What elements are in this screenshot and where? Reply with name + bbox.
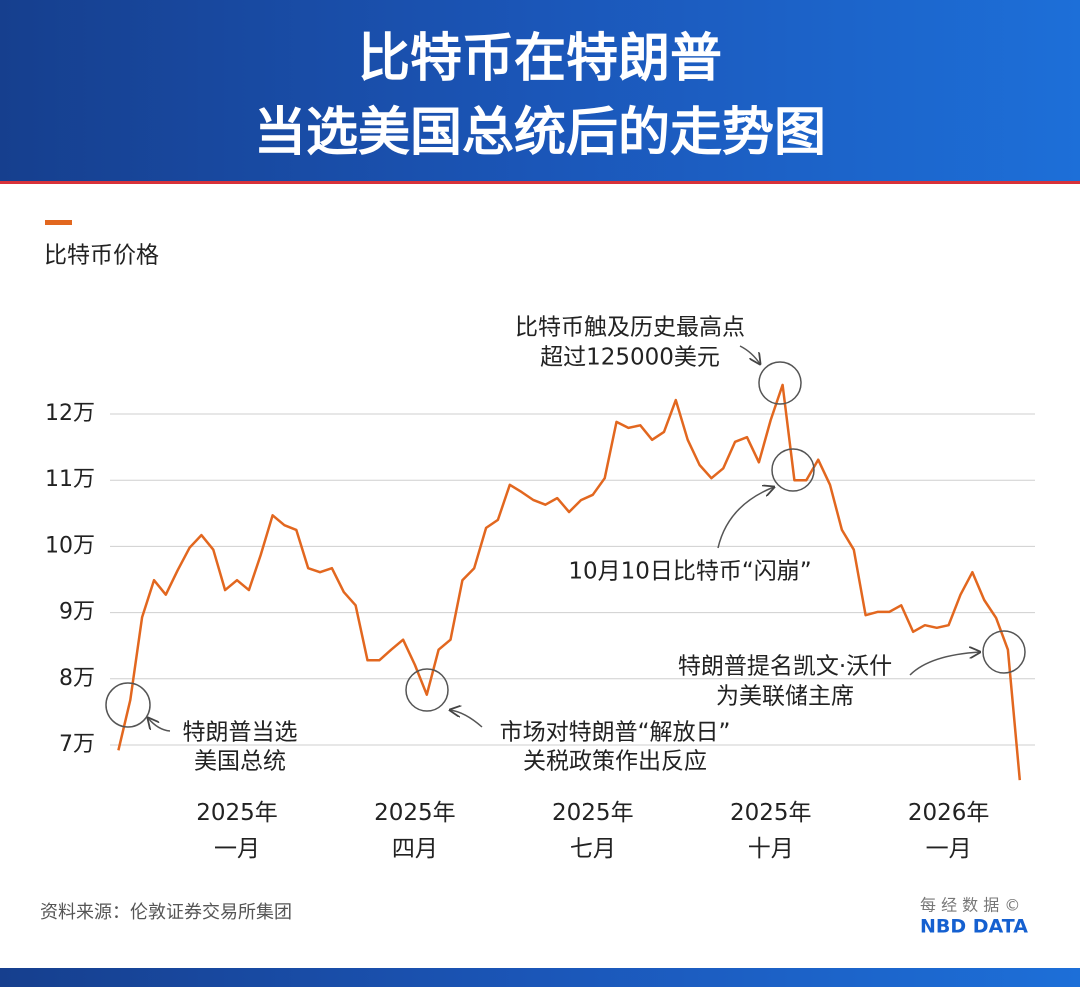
highlight-circle <box>105 682 151 728</box>
x-tick-label: 2026年 一月 <box>907 800 990 862</box>
annotation: 特朗普当选 <box>183 720 298 746</box>
y-tick-label: 10万 <box>45 533 95 558</box>
annotation: 美国总统 <box>194 749 286 775</box>
arrow <box>450 710 483 728</box>
header-rule <box>0 181 1080 184</box>
y-tick-label: 8万 <box>59 666 95 691</box>
arrow <box>148 718 171 732</box>
x-tick-label: 2025年 七月 <box>552 800 634 862</box>
arrow <box>909 652 980 676</box>
x-tick-label: 2025年 一月 <box>196 800 278 862</box>
y-tick-label: 11万 <box>45 467 95 492</box>
legend-swatch <box>45 220 72 225</box>
annotation-shapes <box>105 345 1026 732</box>
annotation: 为美联储主席 <box>716 684 854 710</box>
source: 资料来源：伦敦证券交易所集团 <box>40 902 292 923</box>
x-tick-label: 2025年 四月 <box>374 800 456 862</box>
y-tick-label: 12万 <box>45 401 95 426</box>
legend-label: 比特币价格 <box>44 243 159 269</box>
arrow <box>717 487 774 549</box>
logo-cn: 每 经 数 据 © <box>920 896 1020 915</box>
annotation: 10月10日比特币“闪崩” <box>568 559 811 585</box>
annotation: 超过125000美元 <box>540 345 720 371</box>
highlight-circle <box>405 668 449 712</box>
y-tick-label: 9万 <box>59 600 95 625</box>
footer-band <box>0 968 1080 987</box>
annotation: 市场对特朗普“解放日” <box>500 720 731 746</box>
highlight-circle <box>758 361 802 405</box>
highlight-circle <box>982 630 1026 674</box>
title-line: 比特币在特朗普 <box>358 29 722 89</box>
annotation: 关税政策作出反应 <box>523 749 707 775</box>
y-tick-label: 7万 <box>59 732 95 757</box>
title-line: 当选美国总统后的走势图 <box>254 103 826 163</box>
header-band <box>0 0 1080 181</box>
annotation: 比特币触及历史最高点 <box>515 315 745 341</box>
highlight-circle <box>771 448 815 492</box>
logo-en: NBD DATA <box>920 916 1028 938</box>
price-line <box>117 383 1022 781</box>
x-tick-label: 2025年 十月 <box>729 800 812 862</box>
annotation: 特朗普提名凯文·沃什 <box>678 654 892 680</box>
arrow <box>739 345 760 364</box>
